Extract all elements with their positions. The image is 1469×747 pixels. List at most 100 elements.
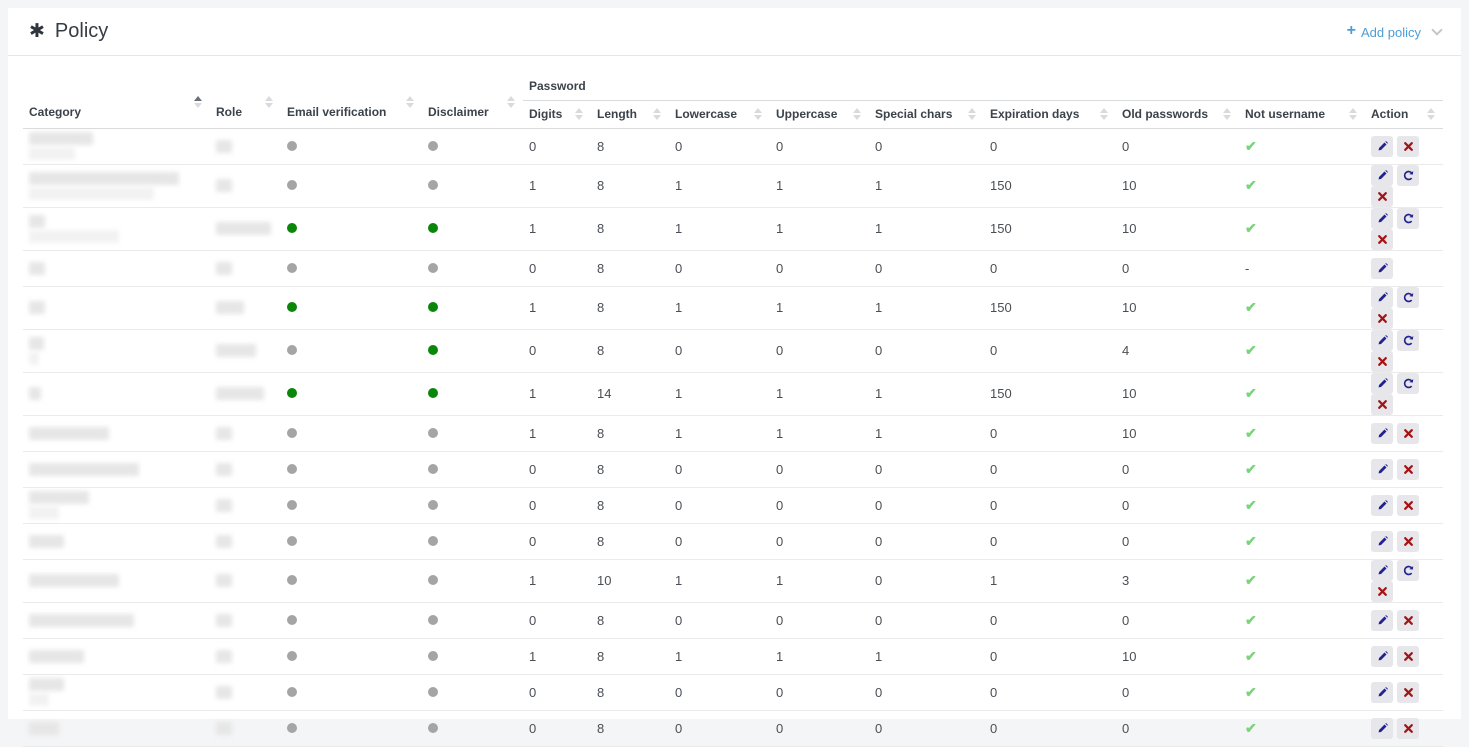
- refresh-button[interactable]: [1397, 286, 1419, 308]
- email-verification-dot: [287, 722, 297, 733]
- action-cell: [1365, 487, 1444, 524]
- column-header-disclaimer[interactable]: Disclaimer: [422, 72, 523, 129]
- column-header-expiration-days[interactable]: Expiration days: [984, 100, 1116, 129]
- redacted-text: [216, 261, 232, 275]
- edit-button[interactable]: [1371, 717, 1393, 739]
- table-row: 1 10 1 1 0 1 3 ✔: [23, 559, 1444, 603]
- chevron-down-icon[interactable]: [1431, 24, 1443, 36]
- delete-button[interactable]: [1371, 307, 1393, 329]
- sort-carets-icon[interactable]: [194, 96, 202, 108]
- x-icon: [1403, 428, 1414, 439]
- edit-button[interactable]: [1371, 645, 1393, 667]
- uppercase-cell: 1: [770, 207, 869, 251]
- uppercase-cell: 1: [770, 559, 869, 603]
- column-header-old-passwords[interactable]: Old passwords: [1116, 100, 1239, 129]
- edit-button[interactable]: [1371, 422, 1393, 444]
- sort-carets-icon[interactable]: [1349, 108, 1357, 120]
- redacted-text: [216, 426, 232, 440]
- delete-button[interactable]: [1397, 645, 1419, 667]
- column-header-email-verification[interactable]: Email verification: [281, 72, 422, 129]
- delete-button[interactable]: [1397, 458, 1419, 480]
- email-verification-cell: [281, 207, 422, 251]
- column-header-digits[interactable]: Digits: [523, 100, 591, 129]
- redacted-text: [216, 462, 232, 476]
- delete-button[interactable]: [1397, 530, 1419, 552]
- edit-button[interactable]: [1371, 286, 1393, 308]
- disclaimer-cell: [422, 164, 523, 208]
- column-header-not-username[interactable]: Not username: [1239, 100, 1365, 129]
- edit-button[interactable]: [1371, 207, 1393, 229]
- add-policy-button[interactable]: + Add policy: [1347, 8, 1443, 56]
- table-row: 0 8 0 0 0 0 0 ✔: [23, 523, 1444, 560]
- sort-carets-icon[interactable]: [653, 108, 661, 120]
- redacted-text: [216, 139, 232, 153]
- column-header-role[interactable]: Role: [210, 72, 281, 129]
- delete-button[interactable]: [1371, 350, 1393, 372]
- edit-button[interactable]: [1371, 135, 1393, 157]
- edit-button[interactable]: [1371, 329, 1393, 351]
- delete-button[interactable]: [1371, 580, 1393, 602]
- column-header-action[interactable]: Action: [1365, 100, 1444, 129]
- email-verification-dot: [287, 223, 297, 233]
- delete-button[interactable]: [1397, 609, 1419, 631]
- refresh-button[interactable]: [1397, 329, 1419, 351]
- delete-button[interactable]: [1397, 422, 1419, 444]
- edit-button[interactable]: [1371, 681, 1393, 703]
- refresh-button[interactable]: [1397, 164, 1419, 186]
- disclaimer-dot: [428, 345, 438, 355]
- delete-button[interactable]: [1371, 185, 1393, 207]
- column-header-lowercase[interactable]: Lowercase: [669, 100, 770, 129]
- not-username-cell: ✔: [1239, 372, 1365, 416]
- action-cell: [1365, 329, 1444, 373]
- column-header-uppercase[interactable]: Uppercase: [770, 100, 869, 129]
- delete-button[interactable]: [1397, 494, 1419, 516]
- delete-button[interactable]: [1371, 228, 1393, 250]
- sort-carets-icon[interactable]: [968, 108, 976, 120]
- edit-button[interactable]: [1371, 164, 1393, 186]
- category-cell: [23, 329, 210, 373]
- length-cell: 10: [591, 559, 669, 603]
- edit-button[interactable]: [1371, 609, 1393, 631]
- sort-carets-icon[interactable]: [754, 108, 762, 120]
- expiration-days-cell: 0: [984, 674, 1116, 711]
- sort-carets-icon[interactable]: [853, 108, 861, 120]
- column-header-special-chars[interactable]: Special chars: [869, 100, 984, 129]
- delete-button[interactable]: [1397, 135, 1419, 157]
- sort-carets-icon[interactable]: [575, 108, 583, 120]
- digits-cell: 0: [523, 523, 591, 560]
- delete-button[interactable]: [1397, 681, 1419, 703]
- refresh-button[interactable]: [1397, 559, 1419, 581]
- sort-carets-icon[interactable]: [406, 96, 414, 108]
- special-chars-cell: 1: [869, 415, 984, 452]
- sort-carets-icon[interactable]: [1100, 108, 1108, 120]
- edit-button[interactable]: [1371, 372, 1393, 394]
- sort-carets-icon[interactable]: [265, 96, 273, 108]
- sort-carets-icon[interactable]: [1223, 108, 1231, 120]
- edit-button[interactable]: [1371, 257, 1393, 279]
- disclaimer-dot: [428, 650, 438, 661]
- delete-button[interactable]: [1371, 393, 1393, 415]
- pencil-icon: [1377, 463, 1388, 475]
- edit-button[interactable]: [1371, 458, 1393, 480]
- refresh-button[interactable]: [1397, 372, 1419, 394]
- redacted-text: [29, 351, 39, 365]
- pencil-icon: [1377, 564, 1388, 576]
- expiration-days-cell: 0: [984, 602, 1116, 639]
- expiration-days-cell: 0: [984, 487, 1116, 524]
- x-icon: [1403, 464, 1414, 475]
- not-username-cell: ✔: [1239, 164, 1365, 208]
- edit-button[interactable]: [1371, 559, 1393, 581]
- check-icon: ✔: [1245, 532, 1257, 549]
- edit-button[interactable]: [1371, 530, 1393, 552]
- action-cell: [1365, 286, 1444, 330]
- action-cell: [1365, 207, 1444, 251]
- sort-carets-icon[interactable]: [507, 96, 515, 108]
- delete-button[interactable]: [1397, 717, 1419, 739]
- not-username-cell: ✔: [1239, 451, 1365, 488]
- edit-button[interactable]: [1371, 494, 1393, 516]
- email-verification-dot: [287, 686, 297, 697]
- sort-carets-icon[interactable]: [1427, 108, 1436, 120]
- column-header-category[interactable]: Category: [23, 72, 210, 129]
- refresh-button[interactable]: [1397, 207, 1419, 229]
- column-header-length[interactable]: Length: [591, 100, 669, 129]
